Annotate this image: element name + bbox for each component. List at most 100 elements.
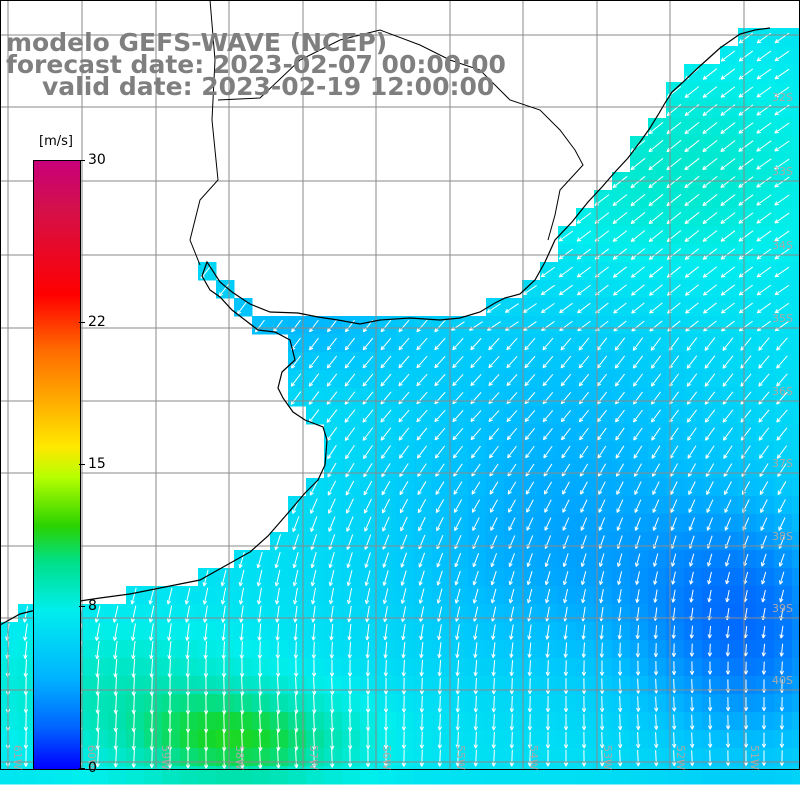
wind-arrow xyxy=(648,230,664,243)
wind-arrow xyxy=(756,194,772,206)
wind-cell xyxy=(702,586,721,605)
wind-cell xyxy=(270,658,289,677)
wind-cell xyxy=(630,496,649,515)
wind-arrow xyxy=(720,104,736,116)
wind-arrow xyxy=(167,748,173,769)
wind-cell xyxy=(144,640,163,659)
wind-cell xyxy=(270,676,289,695)
wind-cell xyxy=(684,550,703,569)
wind-arrow xyxy=(203,747,209,769)
wind-cell xyxy=(486,694,505,713)
wind-cell xyxy=(738,604,757,623)
wind-arrow xyxy=(344,373,356,387)
wind-cell xyxy=(342,586,361,605)
wind-arrow xyxy=(203,641,208,660)
wind-arrow xyxy=(779,697,785,712)
wind-arrow xyxy=(738,86,754,98)
wind-cell xyxy=(378,532,397,551)
wind-cell xyxy=(270,550,289,569)
wind-arrow xyxy=(525,481,535,495)
wind-arrow xyxy=(722,355,734,369)
wind-arrow xyxy=(527,624,532,640)
wind-cell xyxy=(198,586,217,605)
wind-arrow xyxy=(579,427,589,441)
wind-arrow xyxy=(328,587,335,605)
wind-arrow xyxy=(416,355,428,369)
wind-arrow xyxy=(488,410,500,423)
wind-cell xyxy=(684,766,703,785)
wind-cell xyxy=(720,604,739,623)
wind-cell xyxy=(324,694,343,713)
wind-arrow xyxy=(113,676,118,696)
wind-cell xyxy=(306,550,325,569)
wind-arrow xyxy=(576,212,592,224)
wind-arrow xyxy=(398,445,410,459)
wind-cell xyxy=(612,730,631,749)
wind-arrow xyxy=(596,409,607,423)
wind-cell xyxy=(90,730,109,749)
wind-arrow xyxy=(563,731,569,749)
wind-cell xyxy=(720,496,739,515)
wind-arrow xyxy=(310,516,318,532)
wind-arrow xyxy=(256,587,262,605)
wind-cell xyxy=(216,622,235,641)
latitude-labels: 32S 33S 34S 35S 36S 37S 38S 39S 40S xyxy=(772,91,793,687)
wind-arrow xyxy=(743,714,749,730)
wind-cell xyxy=(792,748,800,767)
wind-arrow xyxy=(509,624,514,640)
wind-cell xyxy=(270,532,289,551)
wind-arrow xyxy=(685,302,699,314)
wind-arrow xyxy=(576,248,592,260)
wind-arrow xyxy=(738,284,754,296)
wind-arrow xyxy=(559,302,573,314)
wind-arrow xyxy=(671,589,676,603)
wind-arrow xyxy=(738,194,754,206)
wind-cell xyxy=(306,568,325,587)
wind-cell xyxy=(432,514,451,533)
wind-cell xyxy=(738,496,757,515)
wind-cell xyxy=(90,766,109,785)
wind-cell xyxy=(0,658,19,677)
wind-arrow xyxy=(761,661,767,675)
wind-arrow xyxy=(23,731,29,749)
wind-arrow xyxy=(614,355,626,369)
wind-cell xyxy=(576,406,595,425)
wind-arrow xyxy=(778,553,785,567)
wind-cell xyxy=(648,730,667,749)
wind-cell xyxy=(648,334,667,353)
wind-cell xyxy=(432,622,451,641)
wind-arrow xyxy=(239,641,244,659)
wind-cell xyxy=(630,622,649,641)
wind-arrow xyxy=(599,589,604,604)
wind-arrow xyxy=(653,571,658,585)
wind-cell xyxy=(792,550,800,569)
wind-cell xyxy=(648,442,667,461)
wind-cell xyxy=(522,730,541,749)
wind-arrow xyxy=(776,409,788,423)
wind-arrow xyxy=(563,713,569,731)
wind-cell xyxy=(324,496,343,515)
wind-arrow xyxy=(725,589,730,603)
wind-cell xyxy=(270,712,289,731)
wind-arrow xyxy=(779,589,785,603)
wind-cell xyxy=(90,712,109,731)
wind-cell xyxy=(792,100,800,119)
wind-cell xyxy=(396,442,415,461)
wind-cell xyxy=(684,568,703,587)
wind-cell xyxy=(90,694,109,713)
wind-arrow xyxy=(544,588,551,604)
wind-cell xyxy=(144,676,163,695)
wind-arrow xyxy=(455,642,460,659)
wind-arrow xyxy=(236,301,248,315)
wind-arrow xyxy=(648,121,664,135)
wind-arrow xyxy=(311,641,317,659)
wind-arrow xyxy=(774,68,790,80)
wind-cell xyxy=(342,640,361,659)
wind-arrow xyxy=(437,695,442,713)
wind-arrow xyxy=(455,677,460,695)
wind-arrow xyxy=(470,410,482,423)
wind-arrow xyxy=(542,392,554,405)
wind-cell xyxy=(180,640,199,659)
lon-label: 54W xyxy=(527,745,540,770)
wind-cell xyxy=(486,586,505,605)
